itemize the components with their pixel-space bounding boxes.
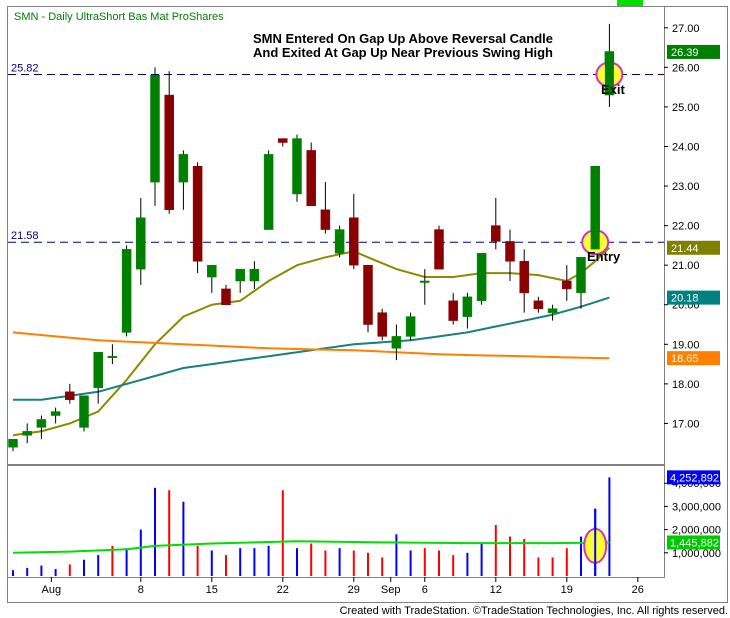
candle-body bbox=[136, 217, 146, 270]
candle-body bbox=[150, 75, 160, 183]
candle-body bbox=[405, 316, 416, 337]
footer-credit: Created with TradeStation. ©TradeStation… bbox=[340, 605, 728, 617]
candle-body bbox=[391, 336, 402, 349]
candle-body bbox=[547, 308, 558, 313]
volume-y-tick-label: 1,000,000 bbox=[672, 548, 721, 560]
x-tick-label: 22 bbox=[277, 584, 289, 596]
price-y-tick-label: 19.00 bbox=[672, 339, 700, 351]
exit-candle-overlay bbox=[604, 51, 614, 96]
x-tick-label: Aug bbox=[42, 584, 62, 596]
volume-layer bbox=[12, 477, 611, 576]
x-tick-label: 26 bbox=[632, 584, 644, 596]
candle-body bbox=[263, 154, 274, 230]
candle-body bbox=[377, 312, 387, 337]
candle-body bbox=[207, 264, 217, 278]
price-y-tick-label: 27.00 bbox=[672, 23, 700, 35]
candle-body bbox=[505, 241, 515, 262]
price-y-tick-label: 22.00 bbox=[672, 221, 700, 233]
candle-body bbox=[93, 351, 103, 389]
candle-body bbox=[107, 355, 118, 358]
candle-body bbox=[235, 268, 245, 282]
volume-y-tick-label: 2,000,000 bbox=[672, 525, 721, 537]
x-tick-label: 12 bbox=[490, 584, 502, 596]
candle-body bbox=[476, 253, 487, 302]
candle-body bbox=[50, 411, 61, 416]
price-layer: 25.82 21.58 bbox=[8, 23, 664, 452]
exit-label: Exit bbox=[601, 82, 626, 97]
chart-title: SMN - Daily UltraShort Bas Mat ProShares bbox=[14, 11, 224, 23]
price-y-tick-label: 21.00 bbox=[672, 260, 700, 272]
x-tick-label: 19 bbox=[561, 584, 573, 596]
candle-body bbox=[164, 94, 174, 211]
price-y-tick-label: 25.00 bbox=[672, 102, 700, 114]
price-y-tick-label: 17.00 bbox=[672, 418, 700, 430]
last-price-box bbox=[667, 44, 720, 59]
candle-body bbox=[178, 154, 189, 183]
reference-line-label: 21.58 bbox=[11, 230, 39, 242]
candle-body bbox=[576, 257, 586, 294]
candle-body bbox=[278, 138, 288, 143]
candle-body bbox=[462, 296, 473, 317]
axis-layer: 17.0018.0019.0020.0021.0022.0023.0024.00… bbox=[42, 23, 721, 596]
candle-body bbox=[192, 166, 203, 262]
price-y-tick-label: 23.00 bbox=[672, 181, 700, 193]
price-y-tick-label: 26.00 bbox=[672, 62, 700, 74]
volume-y-tick-label: 3,000,000 bbox=[672, 501, 721, 513]
last-price-box bbox=[667, 240, 720, 255]
x-tick-label: 15 bbox=[206, 584, 218, 596]
last-volume-box bbox=[667, 535, 720, 550]
last-price-box bbox=[667, 351, 720, 366]
candle-body bbox=[36, 419, 47, 428]
candle-body bbox=[363, 264, 373, 325]
last-price-label: 26.39 bbox=[671, 47, 699, 59]
candle-body bbox=[562, 280, 572, 290]
candle-body bbox=[320, 209, 331, 230]
volume-average-line bbox=[12, 540, 610, 554]
candle-body bbox=[22, 431, 32, 436]
reference-line-label: 25.82 bbox=[11, 62, 39, 74]
candle-body bbox=[434, 229, 444, 270]
candle-body bbox=[334, 229, 345, 254]
candle-body bbox=[8, 439, 18, 448]
last-price-label: 21.44 bbox=[671, 243, 699, 255]
candle-body bbox=[519, 260, 529, 294]
x-tick-label: Sep bbox=[381, 584, 401, 596]
candle-body bbox=[65, 391, 75, 400]
last-price-box bbox=[667, 290, 720, 305]
candle-body bbox=[292, 138, 302, 195]
candle-body bbox=[448, 300, 458, 321]
candle-body bbox=[249, 268, 260, 282]
last-volume-box bbox=[667, 470, 720, 485]
annotation-line-1: SMN Entered On Gap Up Above Reversal Can… bbox=[253, 31, 553, 46]
entry-candle-overlay bbox=[590, 229, 600, 250]
annotation-line-2: And Exited At Gap Up Near Previous Swing… bbox=[253, 45, 553, 60]
candle-body bbox=[79, 395, 89, 428]
candle-body bbox=[420, 280, 430, 283]
candle-body bbox=[121, 249, 132, 333]
volume-panel-frame bbox=[7, 465, 665, 578]
moving-average-line-2 bbox=[12, 331, 610, 360]
price-y-tick-label: 18.00 bbox=[672, 379, 700, 391]
x-tick-label: 6 bbox=[422, 584, 428, 596]
last-price-label: 18.65 bbox=[671, 353, 699, 365]
candle-body bbox=[491, 225, 501, 242]
outer-frame bbox=[7, 6, 728, 603]
entry-label: Entry bbox=[587, 249, 621, 264]
candle-body bbox=[306, 150, 316, 207]
candle-body bbox=[221, 288, 231, 305]
x-tick-label: 8 bbox=[138, 584, 144, 596]
price-y-tick-label: 24.00 bbox=[672, 141, 700, 153]
top-green-marker bbox=[617, 0, 643, 6]
last-price-label: 20.18 bbox=[671, 293, 699, 305]
candle-body bbox=[533, 300, 544, 309]
candle-body bbox=[349, 217, 359, 266]
last-volume-label: 4,252,892 bbox=[670, 472, 719, 484]
last-volume-label: 1,445,882 bbox=[670, 537, 719, 549]
x-tick-label: 29 bbox=[348, 584, 360, 596]
